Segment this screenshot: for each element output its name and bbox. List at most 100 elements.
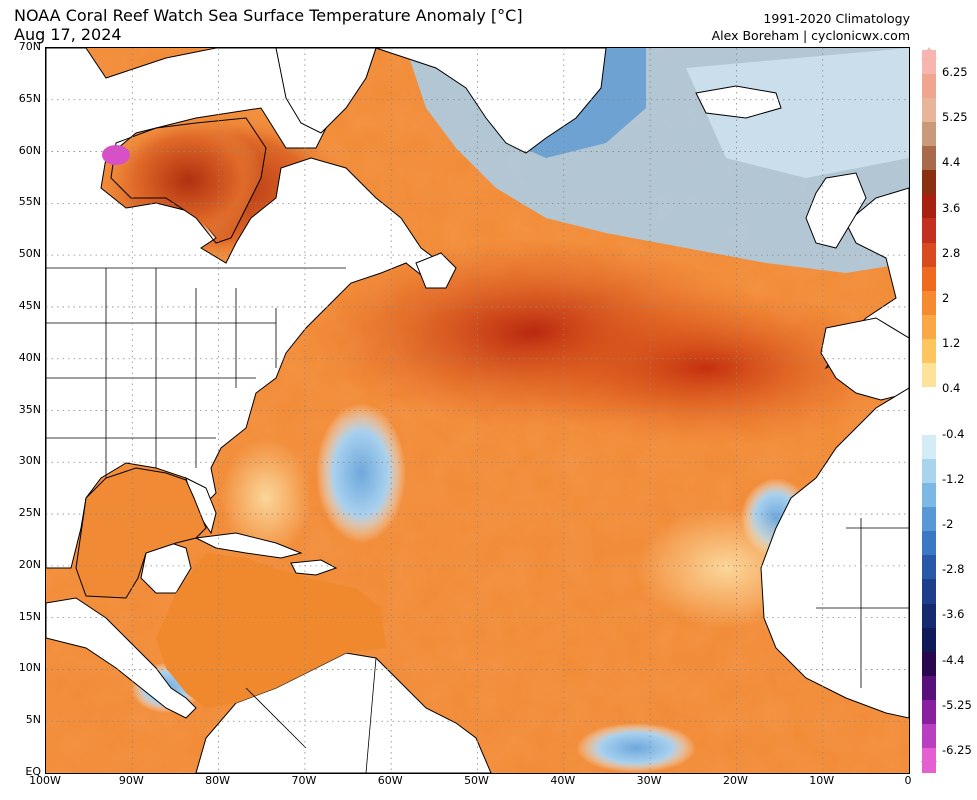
colorbar-segment	[922, 459, 936, 484]
colorbar-segment	[922, 266, 936, 292]
political-boundaries	[46, 267, 909, 773]
title-date: Aug 17, 2024	[14, 25, 122, 44]
land-cuba	[194, 532, 303, 559]
colorbar-segment	[922, 507, 936, 532]
land-africa	[760, 387, 909, 719]
colorbar-tick-label: -2.8	[942, 562, 965, 577]
land-central-america	[46, 597, 197, 719]
colorbar-tick-label: 6.25	[942, 65, 968, 79]
cold-anomaly-equatorial	[576, 723, 696, 773]
colorbar-tick-label: 3.6	[942, 200, 961, 215]
colorbar-tick-label: 4.4	[942, 155, 961, 170]
colorbar-segment	[922, 483, 936, 508]
lat-label: 5N	[25, 713, 41, 727]
colorbar-tick-label: -3.6	[942, 607, 965, 622]
lon-label: 30W	[636, 774, 662, 787]
weak-cold-anomaly-iceland	[686, 48, 909, 178]
colorbar	[922, 50, 936, 773]
colorbar-tick-label: -2	[942, 517, 954, 531]
colorbar-segment	[922, 170, 936, 195]
climatology-label: 1991-2020 Climatology	[763, 11, 910, 26]
land-iceland	[695, 85, 782, 119]
lat-label: 55N	[18, 195, 41, 209]
colorbar-segment	[922, 98, 936, 123]
sst-anomaly-map	[45, 47, 910, 774]
colorbar-tick-label: -0.4	[942, 426, 965, 441]
title-line-1: NOAA Coral Reef Watch Sea Surface Temper…	[14, 6, 523, 25]
colorbar-tick-label: -5.25	[942, 697, 972, 712]
colorbar-tick-label: -1.2	[942, 471, 965, 486]
colorbar-segment	[922, 723, 936, 749]
lon-label: 80W	[205, 774, 231, 787]
lon-label: 0	[904, 774, 912, 787]
lat-label: 30N	[18, 454, 41, 468]
colorbar-segment	[922, 50, 936, 75]
land-hispaniola	[290, 559, 338, 576]
colorbar-segment	[922, 555, 936, 581]
warm-anomaly-ne-atlantic	[506, 288, 906, 448]
land-baffin-island	[275, 48, 377, 134]
lat-label: EQ	[25, 765, 41, 778]
colorbar-segment	[922, 651, 936, 677]
caribbean-water	[156, 553, 386, 708]
colorbar-segment	[922, 579, 936, 605]
map-title: NOAA Coral Reef Watch Sea Surface Temper…	[14, 6, 523, 44]
lon-label: 50W	[464, 774, 489, 787]
colorbar-tick-label: 1.2	[942, 336, 961, 351]
extreme-anomaly-hudson	[102, 145, 130, 165]
colorbar-segment	[922, 74, 936, 99]
lon-label: 60W	[377, 774, 403, 787]
colorbar-segment	[922, 603, 936, 629]
lon-label: 40W	[550, 774, 576, 787]
colorbar-segment	[922, 386, 936, 412]
colorbar-tick-label: 2	[942, 291, 950, 305]
colorbar-tick-label: 2.8	[942, 245, 961, 260]
graticule	[46, 48, 909, 773]
colorbar-segment	[922, 699, 936, 725]
lat-label: 45N	[18, 298, 41, 312]
colorbar-segment	[922, 362, 936, 388]
lat-label: 10N	[18, 661, 41, 675]
lat-label: 60N	[18, 143, 41, 157]
colorbar-extend-min	[921, 761, 937, 773]
lon-label: 20W	[722, 774, 748, 787]
colorbar-segment	[922, 122, 936, 147]
colorbar-segment	[922, 435, 936, 460]
hudson-bay-water	[110, 117, 267, 244]
land-iberia	[820, 317, 909, 401]
lat-label: 40N	[18, 350, 41, 364]
lat-label: 65N	[18, 91, 41, 105]
lat-label: 35N	[18, 402, 41, 416]
colorbar-segment	[922, 146, 936, 171]
colorbar-segment	[922, 411, 936, 436]
land-british-isles	[805, 172, 867, 249]
colorbar-segment	[922, 627, 936, 653]
map-credits: 1991-2020 Climatology Alex Boreham | cyc…	[712, 10, 910, 44]
lon-label: 90W	[118, 774, 144, 787]
colorbar-tick-label: -6.25	[942, 743, 972, 757]
lat-label: 50N	[18, 247, 41, 261]
land-greenland	[375, 48, 607, 154]
map-canvas	[46, 48, 909, 773]
colorbar-tick-label: -4.4	[942, 652, 965, 667]
credit-label: Alex Boreham | cyclonicwx.com	[711, 28, 910, 43]
lat-label: 20N	[18, 557, 41, 571]
colorbar-segment	[922, 675, 936, 701]
land-newfoundland	[415, 252, 457, 289]
colorbar-segment	[922, 194, 936, 220]
colorbar-tick-label: 5.25	[942, 110, 968, 125]
cold-anomaly-subtropical	[316, 403, 406, 543]
colorbar-segment	[922, 290, 936, 316]
lon-label: 100W	[29, 774, 61, 787]
colorbar-segment	[922, 218, 936, 244]
lat-label: 25N	[18, 506, 41, 520]
colorbar-tick-label: 0.4	[942, 381, 961, 396]
colorbar-segment	[922, 314, 936, 340]
lon-label: 70W	[291, 774, 317, 787]
pale-anomaly-gulf-stream	[221, 438, 311, 558]
lat-label: 70N	[18, 40, 41, 53]
lat-label: 15N	[18, 609, 41, 623]
lon-label: 10W	[809, 774, 835, 787]
colorbar-segment	[922, 338, 936, 364]
